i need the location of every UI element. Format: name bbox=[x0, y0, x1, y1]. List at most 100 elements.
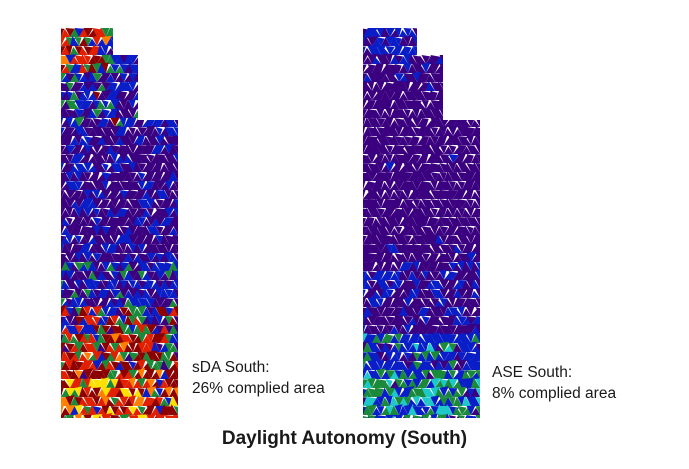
heatmap-cell bbox=[390, 29, 399, 37]
heatmap-cell bbox=[426, 233, 435, 244]
heatmap-cell bbox=[485, 135, 493, 145]
heatmap-cell bbox=[110, 188, 122, 199]
heatmap-cell bbox=[367, 100, 376, 109]
heatmap-cell bbox=[124, 38, 133, 46]
heatmap-cell bbox=[79, 324, 88, 334]
heatmap-cell bbox=[83, 378, 91, 388]
heatmap-cell bbox=[183, 352, 191, 361]
heatmap-cell bbox=[79, 137, 88, 145]
heatmap-cell bbox=[142, 98, 151, 109]
heatmap-cell bbox=[412, 81, 423, 91]
heatmap-cell bbox=[88, 317, 97, 325]
heatmap-cell bbox=[417, 335, 426, 343]
heatmap-cell bbox=[466, 287, 474, 298]
heatmap-cell bbox=[426, 171, 435, 181]
heatmap-cell bbox=[128, 64, 139, 73]
heatmap-cell bbox=[439, 397, 449, 406]
heatmap-cell bbox=[169, 371, 178, 379]
heatmap-cell bbox=[70, 395, 79, 406]
heatmap-cell bbox=[169, 89, 178, 100]
heatmap-cell bbox=[128, 152, 140, 163]
heatmap-cell bbox=[70, 280, 79, 289]
heatmap-cell bbox=[354, 335, 363, 343]
heatmap-cell bbox=[439, 379, 450, 388]
heatmap-cell bbox=[453, 182, 462, 190]
heatmap-cell bbox=[88, 236, 97, 244]
heatmap-cell bbox=[466, 73, 475, 82]
heatmap-cell bbox=[480, 326, 489, 334]
heatmap-cell bbox=[376, 379, 387, 388]
heatmap-cell bbox=[115, 28, 124, 37]
heatmap-cell bbox=[97, 125, 106, 136]
heatmap-cell bbox=[367, 80, 375, 91]
heatmap-cell bbox=[169, 28, 178, 37]
heatmap-cell bbox=[88, 332, 97, 343]
heatmap-cell bbox=[155, 315, 163, 325]
heatmap-cell bbox=[70, 35, 79, 46]
heatmap-cell bbox=[173, 118, 178, 127]
heatmap-cell bbox=[480, 163, 489, 172]
heatmap-cell bbox=[92, 189, 101, 199]
heatmap-cell bbox=[408, 253, 417, 262]
heatmap-cell bbox=[394, 315, 404, 325]
heatmap-cell bbox=[61, 305, 68, 316]
heatmap-cell bbox=[417, 71, 426, 82]
heatmap-cell bbox=[430, 91, 438, 100]
heatmap-cell bbox=[178, 343, 187, 352]
heatmap-cell bbox=[183, 325, 190, 334]
heatmap-cell bbox=[151, 28, 160, 37]
heatmap-cell bbox=[390, 215, 399, 226]
heatmap-cell bbox=[124, 99, 133, 109]
heatmap-cell bbox=[439, 306, 448, 316]
heatmap-cell bbox=[485, 406, 494, 415]
heatmap-cell bbox=[354, 208, 363, 217]
heatmap-cell bbox=[173, 333, 178, 343]
heatmap-cell bbox=[475, 109, 480, 118]
heatmap-cell bbox=[79, 271, 88, 280]
heatmap-cell bbox=[453, 315, 462, 325]
heatmap-cell bbox=[52, 306, 61, 316]
heatmap-cell bbox=[475, 406, 480, 415]
heatmap-cell bbox=[164, 262, 172, 271]
heatmap-cell bbox=[178, 217, 187, 226]
heatmap-cell bbox=[399, 136, 408, 145]
heatmap-cell bbox=[142, 208, 151, 217]
heatmap-cell bbox=[137, 82, 146, 91]
heatmap-cell bbox=[421, 37, 431, 46]
heatmap-cell bbox=[70, 46, 79, 55]
heatmap-cell bbox=[399, 360, 408, 370]
heatmap-cell bbox=[462, 362, 471, 370]
heatmap-cell bbox=[421, 341, 429, 352]
heatmap-cell bbox=[124, 290, 133, 298]
heatmap-cell bbox=[65, 315, 75, 325]
heatmap-cell bbox=[444, 109, 453, 118]
heatmap-cell bbox=[435, 272, 444, 280]
heatmap-cell bbox=[385, 189, 394, 199]
heatmap-cell bbox=[471, 270, 480, 280]
heatmap-cell bbox=[403, 280, 413, 289]
heatmap-cell bbox=[466, 341, 477, 352]
heatmap-cell bbox=[183, 289, 190, 298]
heatmap-cell bbox=[417, 118, 426, 127]
heatmap-cell bbox=[376, 298, 384, 307]
heatmap-cell bbox=[101, 413, 113, 418]
heatmap-cell bbox=[475, 361, 480, 370]
heatmap-cell bbox=[155, 82, 165, 91]
heatmap-cell bbox=[106, 333, 115, 343]
heatmap-cell bbox=[426, 299, 435, 307]
heatmap-cell bbox=[403, 216, 412, 226]
heatmap-cell bbox=[354, 280, 363, 289]
heatmap-cell bbox=[97, 387, 106, 397]
heatmap-cell bbox=[480, 110, 489, 118]
heatmap-cell bbox=[169, 244, 178, 253]
heatmap-cell bbox=[363, 272, 372, 280]
heatmap-cell bbox=[133, 353, 142, 361]
heatmap-cell bbox=[128, 73, 138, 82]
heatmap-cell bbox=[169, 63, 178, 73]
heatmap-cell bbox=[466, 145, 475, 154]
heatmap-cell bbox=[354, 200, 363, 208]
heatmap-cell bbox=[97, 109, 106, 118]
heatmap-cell bbox=[70, 290, 79, 298]
heatmap-cell bbox=[363, 170, 372, 181]
heatmap-cell bbox=[128, 334, 138, 343]
